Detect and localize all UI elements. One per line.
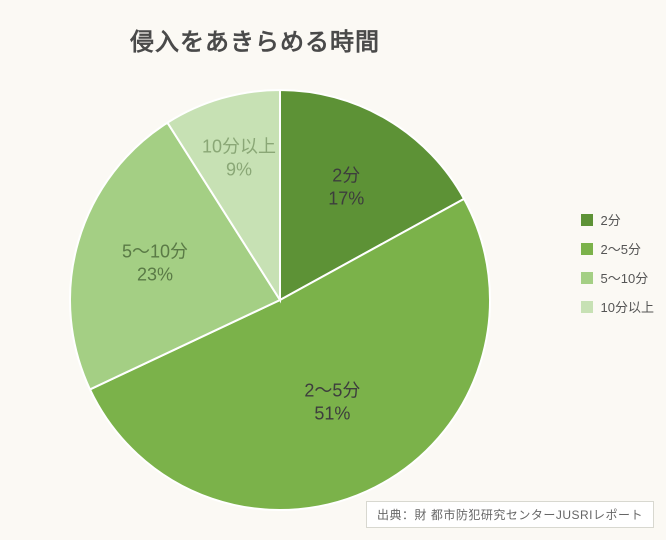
legend-item: 10分以上 bbox=[581, 297, 654, 316]
legend-item: 2～5分 bbox=[581, 239, 654, 258]
legend-swatch bbox=[581, 272, 593, 284]
chart-title: 侵入をあきらめる時間 bbox=[130, 22, 380, 57]
legend-swatch bbox=[581, 243, 593, 255]
legend-label: 2分 bbox=[601, 210, 621, 229]
legend-item: 5～10分 bbox=[581, 268, 654, 287]
legend-label: 10分以上 bbox=[601, 297, 654, 316]
legend-label: 2～5分 bbox=[601, 239, 641, 258]
source-prefix: 出典： bbox=[377, 508, 415, 522]
source-citation: 出典：財 都市防犯研究センターJUSRIレポート bbox=[366, 501, 654, 528]
source-text: 財 都市防犯研究センターJUSRIレポート bbox=[414, 508, 643, 522]
legend-swatch bbox=[581, 301, 593, 313]
pie-svg bbox=[50, 70, 510, 530]
legend-item: 2分 bbox=[581, 210, 654, 229]
legend-swatch bbox=[581, 214, 593, 226]
legend-label: 5～10分 bbox=[601, 268, 649, 287]
pie-chart: 2分17%2～5分51%5～10分23%10分以上9% bbox=[50, 70, 510, 530]
legend: 2分 2～5分 5～10分 10分以上 bbox=[581, 200, 654, 326]
